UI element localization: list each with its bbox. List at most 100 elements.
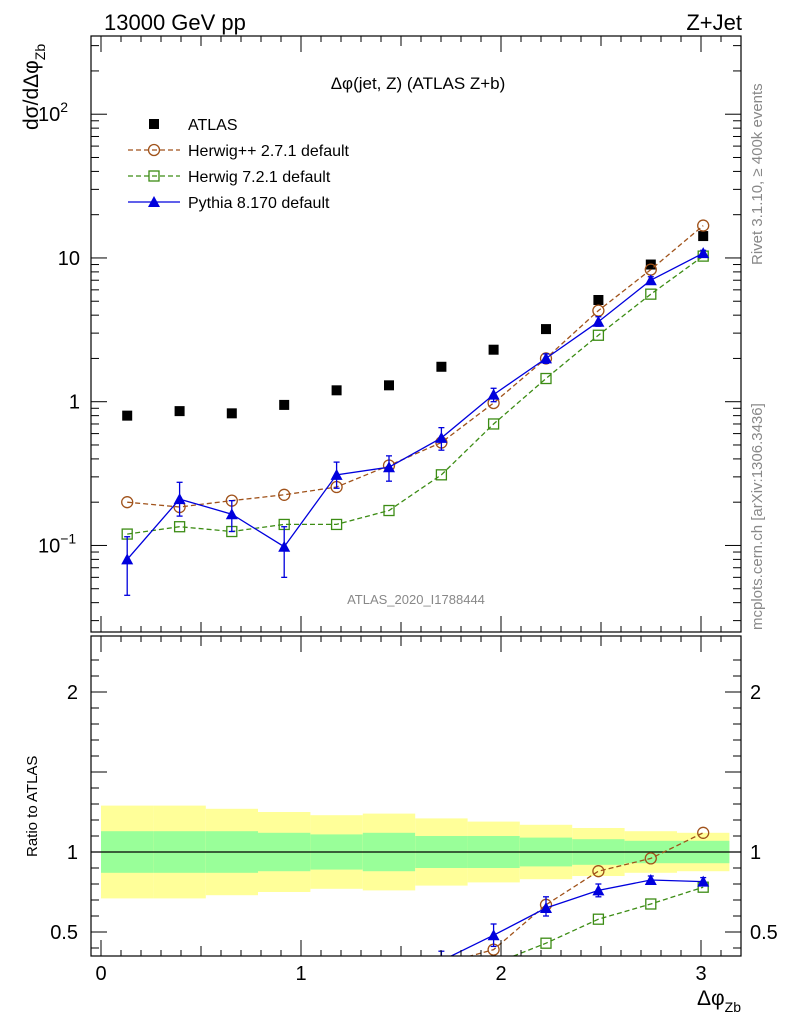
main-herwig7-point bbox=[592, 329, 605, 341]
ratio-herwig7-point bbox=[332, 988, 342, 998]
main-pythia-point bbox=[540, 352, 552, 364]
main-herwig7-point bbox=[540, 372, 552, 385]
main-herwig7-point bbox=[435, 469, 448, 481]
main-herwig7-point bbox=[487, 418, 500, 430]
main-pythia-line bbox=[126, 252, 704, 560]
ratio-pythia-point bbox=[278, 990, 290, 1001]
ratio-pythia-line bbox=[449, 879, 704, 956]
main-atlas-point bbox=[593, 294, 604, 305]
ratio-pythia-point bbox=[383, 963, 395, 974]
main-pythia-point bbox=[278, 540, 291, 552]
ratio-herwig7-point bbox=[384, 986, 394, 996]
legend-pythia-label: Pythia 8.170 default bbox=[188, 195, 330, 212]
header-energy: 13000 GeV pp bbox=[104, 10, 246, 35]
main-pythia-point bbox=[644, 274, 657, 286]
ratio-herwigpp-point bbox=[122, 967, 133, 978]
ratio-herwigpp-point bbox=[279, 968, 290, 979]
main-pythia-point bbox=[173, 493, 186, 505]
ratio-herwig7-point bbox=[279, 983, 289, 993]
ratio-pythia-point bbox=[697, 875, 710, 887]
ratio-pythia-point bbox=[487, 929, 500, 941]
ratio-pythia-point bbox=[331, 964, 343, 975]
ratio-herwig7-point bbox=[540, 937, 552, 949]
ratio-pythia-point bbox=[226, 974, 238, 985]
main-herwigpp-line bbox=[127, 225, 704, 508]
ratio-y-tick-label: 1 bbox=[67, 842, 78, 864]
main-atlas-point bbox=[331, 385, 342, 396]
x-tick-label: 2 bbox=[495, 963, 506, 985]
legend-herwig7-label: Herwig 7.2.1 default bbox=[188, 169, 331, 186]
main-herwig7-point bbox=[330, 518, 343, 531]
main-herwig7-point bbox=[645, 288, 657, 300]
ratio-herwigpp-point bbox=[592, 865, 605, 878]
x-axis-title: ΔφZb bbox=[697, 987, 741, 1015]
ratio-pythia-point bbox=[592, 884, 605, 896]
ratio-herwig7-point bbox=[122, 983, 132, 993]
main-herwigpp-point bbox=[697, 219, 710, 232]
main-y-tick-label: 10−1 bbox=[38, 530, 76, 557]
main-pythia-point bbox=[592, 315, 605, 327]
mcplots-label: mcplots.cern.ch [arXiv:1306.3436] bbox=[749, 403, 766, 630]
main-y-tick-label: 10 bbox=[58, 248, 80, 270]
ratio-pythia-point bbox=[540, 902, 552, 913]
main-pythia-point bbox=[225, 508, 238, 520]
main-herwig7-line bbox=[127, 255, 704, 535]
ratio-herwig7-point bbox=[645, 898, 657, 910]
legend-herwigpp-label: Herwig++ 2.7.1 default bbox=[188, 143, 350, 160]
main-pythia-point bbox=[487, 388, 500, 400]
ratio-plot-panel: 0.5 0.5 1 1 2 2 0 1 2 3 Ratio to ATLAS ΔφZb bbox=[24, 635, 778, 1015]
main-atlas-point bbox=[122, 410, 133, 421]
legend-pythia-marker bbox=[148, 196, 160, 207]
ratio-herwig7-line bbox=[511, 886, 704, 956]
ratio-plot-frame bbox=[90, 635, 742, 957]
main-atlas-point bbox=[436, 361, 447, 372]
rivet-version-label: Rivet 3.1.10, ≥ 400k events bbox=[749, 83, 766, 265]
ratio-axis-title: Ratio to ATLAS bbox=[24, 756, 41, 857]
main-atlas-point bbox=[384, 380, 394, 391]
main-herwigpp-point bbox=[121, 496, 134, 509]
main-atlas-point bbox=[488, 344, 499, 355]
ratio-herwig7-point bbox=[227, 983, 237, 993]
ratio-pythia-point bbox=[121, 990, 133, 1001]
main-herwigpp-point bbox=[278, 488, 291, 501]
ratio-herwig7-point bbox=[592, 913, 605, 925]
x-tick-label: 3 bbox=[695, 963, 706, 985]
legend-herwig7-marker bbox=[148, 170, 160, 182]
legend-herwigpp-marker bbox=[147, 143, 161, 157]
ratio-y-tick-label-right: 0.5 bbox=[750, 922, 778, 944]
main-atlas-point bbox=[541, 324, 551, 335]
main-atlas-point bbox=[698, 231, 709, 242]
ratio-herwigpp-point bbox=[226, 967, 237, 978]
ratio-y-tick-label: 0.5 bbox=[50, 922, 78, 944]
header-process: Z+Jet bbox=[686, 10, 742, 35]
main-plot-frame bbox=[90, 35, 742, 633]
legend-atlas-marker bbox=[149, 119, 159, 129]
x-tick-label: 0 bbox=[95, 963, 106, 985]
analysis-watermark: ATLAS_2020_I1788444 bbox=[347, 592, 485, 607]
main-pythia-point bbox=[121, 553, 134, 565]
ratio-y-tick-label-right: 1 bbox=[750, 842, 761, 864]
ratio-herwig7-point bbox=[175, 981, 185, 991]
ratio-y-tick-label-right: 2 bbox=[750, 682, 761, 704]
main-pythia-point bbox=[383, 461, 395, 473]
ratio-y-tick-label: 2 bbox=[67, 682, 78, 704]
ratio-herwigpp-point bbox=[697, 826, 710, 839]
main-atlas-point bbox=[226, 408, 237, 419]
main-pythia-point bbox=[697, 247, 710, 259]
legend-atlas-label: ATLAS bbox=[188, 117, 238, 134]
main-herwig7-point bbox=[173, 521, 186, 533]
plot-title: Δφ(jet, Z) (ATLAS Z+b) bbox=[331, 74, 506, 93]
ratio-herwigpp-point bbox=[174, 971, 185, 982]
ratio-pythia-point bbox=[644, 874, 657, 885]
main-atlas-point bbox=[174, 406, 185, 417]
legend: ATLAS Herwig++ 2.7.1 default Herwig 7.2.1 … bbox=[128, 117, 350, 212]
ratio-herwig7-point bbox=[436, 978, 446, 988]
ratio-herwigpp-point bbox=[644, 852, 657, 865]
ratio-herwigpp-point bbox=[436, 959, 447, 970]
main-atlas-point bbox=[279, 399, 290, 410]
ratio-pythia-point bbox=[174, 968, 186, 979]
main-pythia-point bbox=[435, 431, 448, 443]
x-tick-label: 1 bbox=[295, 963, 306, 985]
